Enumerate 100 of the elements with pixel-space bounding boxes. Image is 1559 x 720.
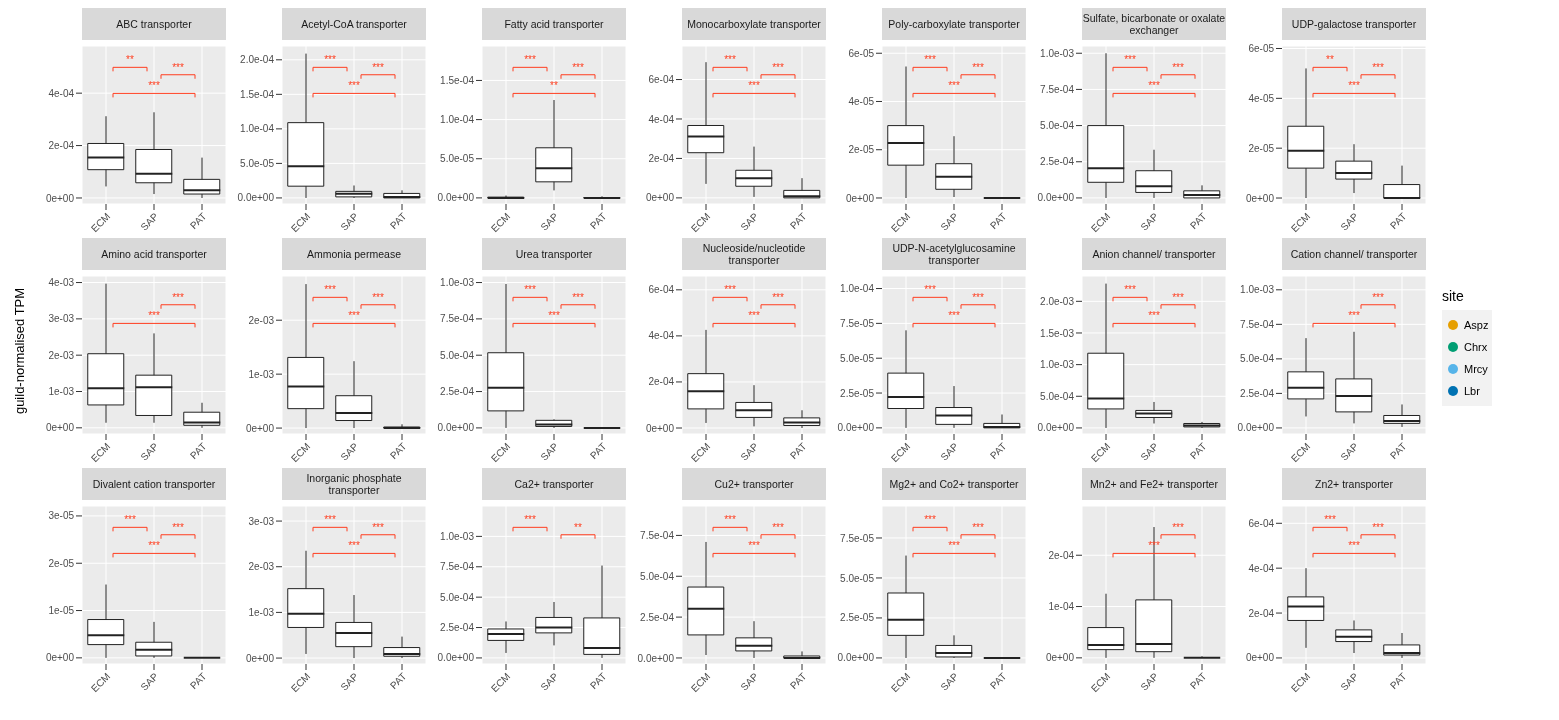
y-tick-label: 2.0e-03 bbox=[1040, 295, 1075, 307]
significance-bracket: *** bbox=[1112, 80, 1196, 98]
y-tick-label: 0e+00 bbox=[45, 422, 75, 434]
significance-bracket: *** bbox=[712, 310, 796, 328]
y-tick-label: 0e+00 bbox=[245, 422, 275, 434]
y-tick-label: 5.0e-05 bbox=[840, 572, 875, 584]
annotation: *** bbox=[1148, 80, 1160, 92]
chart-title: Fatty acid transporter bbox=[482, 8, 626, 40]
significance-bracket: *** bbox=[1112, 284, 1148, 302]
significance-bracket: *** bbox=[712, 284, 748, 302]
y-tick-label: 1e-04 bbox=[1048, 601, 1075, 613]
significance-bracket: *** bbox=[1112, 310, 1196, 328]
y-tick-label: 2.5e-05 bbox=[840, 612, 875, 624]
chart-title: Poly-carboxylate transporter bbox=[882, 8, 1026, 40]
significance-bracket: *** bbox=[712, 540, 796, 558]
y-tick-label: 7.5e-04 bbox=[1040, 83, 1075, 95]
annotation: *** bbox=[1172, 291, 1184, 303]
annotation: *** bbox=[948, 540, 960, 552]
annotation: *** bbox=[1348, 310, 1360, 322]
significance-bracket: *** bbox=[512, 284, 548, 302]
y-tick-label: 2e-04 bbox=[1248, 607, 1275, 619]
annotation: *** bbox=[748, 80, 760, 92]
y-tick-label: 7.5e-04 bbox=[440, 561, 475, 573]
y-tick-label: 4e-04 bbox=[48, 87, 75, 99]
significance-bracket: *** bbox=[712, 514, 748, 532]
significance-bracket: *** bbox=[712, 80, 796, 98]
x-tick-label: PAT bbox=[787, 210, 809, 232]
significance-bracket: *** bbox=[312, 284, 348, 302]
x-tick-label: SAP bbox=[1338, 210, 1361, 233]
annotation: *** bbox=[948, 310, 960, 322]
y-tick-label: 0.0e+00 bbox=[437, 422, 475, 434]
annotation: *** bbox=[524, 54, 536, 66]
y-tick-label: 0.0e+00 bbox=[437, 192, 475, 204]
significance-bracket: *** bbox=[360, 521, 396, 540]
x-tick-label: PAT bbox=[187, 670, 209, 692]
chart-title: Monocarboxylate transporter bbox=[682, 8, 826, 40]
y-tick-label: 0.0e+00 bbox=[837, 652, 875, 664]
annotation: *** bbox=[972, 521, 984, 533]
y-tick-label: 2e-03 bbox=[248, 314, 275, 326]
y-tick-label: 4e-03 bbox=[48, 277, 75, 289]
annotation: *** bbox=[1124, 284, 1136, 296]
annotation: *** bbox=[148, 540, 160, 552]
y-tick-label: 1e-03 bbox=[48, 386, 75, 398]
x-tick-label: PAT bbox=[387, 210, 409, 232]
x-tick-label: SAP bbox=[938, 210, 961, 233]
annotation: *** bbox=[1148, 540, 1160, 552]
y-axis-title: guild-normalised TPM bbox=[11, 287, 27, 415]
x-tick-label: SAP bbox=[738, 440, 761, 463]
significance-bracket: *** bbox=[360, 61, 396, 80]
chart-title: Cu2+ transporter bbox=[682, 468, 826, 500]
annotation: *** bbox=[1148, 310, 1160, 322]
legend-title: site bbox=[1442, 288, 1465, 304]
x-tick-label: SAP bbox=[538, 670, 561, 693]
y-tick-label: 1.0e-03 bbox=[1040, 47, 1075, 59]
x-tick-label: SAP bbox=[138, 670, 161, 693]
significance-bracket: *** bbox=[760, 521, 796, 540]
chart-title: Mn2+ and Fe2+ transporter bbox=[1082, 468, 1226, 500]
y-tick-label: 3e-03 bbox=[248, 515, 275, 527]
y-tick-label: 7.5e-05 bbox=[840, 532, 875, 544]
y-tick-label: 2e-03 bbox=[248, 561, 275, 573]
x-tick-label: SAP bbox=[738, 210, 761, 233]
y-tick-label: 2.5e-04 bbox=[640, 611, 675, 623]
annotation: *** bbox=[1172, 521, 1184, 533]
x-tick-label: PAT bbox=[1187, 440, 1209, 462]
y-tick-label: 1.0e-03 bbox=[440, 530, 475, 542]
y-tick-label: 4e-04 bbox=[648, 330, 675, 342]
annotation: *** bbox=[148, 310, 160, 322]
x-tick-label: PAT bbox=[1187, 670, 1209, 692]
annotation: *** bbox=[948, 80, 960, 92]
y-tick-label: 1.0e-04 bbox=[240, 123, 275, 135]
annotation: *** bbox=[348, 310, 360, 322]
annotation: *** bbox=[1124, 54, 1136, 66]
annotation: *** bbox=[324, 54, 336, 66]
chart-title: Ca2+ transporter bbox=[482, 468, 626, 500]
y-tick-label: 4e-04 bbox=[648, 113, 675, 125]
annotation: *** bbox=[172, 61, 184, 73]
annotation: *** bbox=[1324, 514, 1336, 526]
y-tick-label: 5.0e-04 bbox=[440, 591, 475, 603]
annotation: *** bbox=[924, 54, 936, 66]
y-tick-label: 0e+00 bbox=[45, 652, 75, 664]
y-tick-label: 2e-05 bbox=[1248, 142, 1275, 154]
annotation: *** bbox=[924, 514, 936, 526]
annotation: *** bbox=[372, 291, 384, 303]
legend-label: Mrcy bbox=[1464, 363, 1488, 375]
y-tick-label: 0.0e+00 bbox=[1037, 422, 1075, 434]
significance-bracket: ** bbox=[560, 521, 596, 540]
y-tick-label: 5.0e-04 bbox=[1240, 353, 1275, 365]
y-tick-label: 1.0e-03 bbox=[440, 277, 475, 289]
y-tick-label: 1.5e-04 bbox=[240, 88, 275, 100]
x-tick-label: SAP bbox=[138, 210, 161, 233]
chart-title: Mg2+ and Co2+ transporter bbox=[882, 468, 1026, 500]
y-tick-label: 2.5e-04 bbox=[440, 386, 475, 398]
significance-bracket: *** bbox=[160, 521, 196, 540]
significance-bracket: *** bbox=[1360, 521, 1396, 540]
annotation: *** bbox=[372, 61, 384, 73]
significance-bracket: *** bbox=[312, 310, 396, 328]
chart-title: ABC transporter bbox=[82, 8, 226, 40]
y-tick-label: 1.5e-04 bbox=[440, 75, 475, 86]
significance-bracket: *** bbox=[360, 291, 396, 310]
significance-bracket: *** bbox=[1160, 61, 1196, 80]
